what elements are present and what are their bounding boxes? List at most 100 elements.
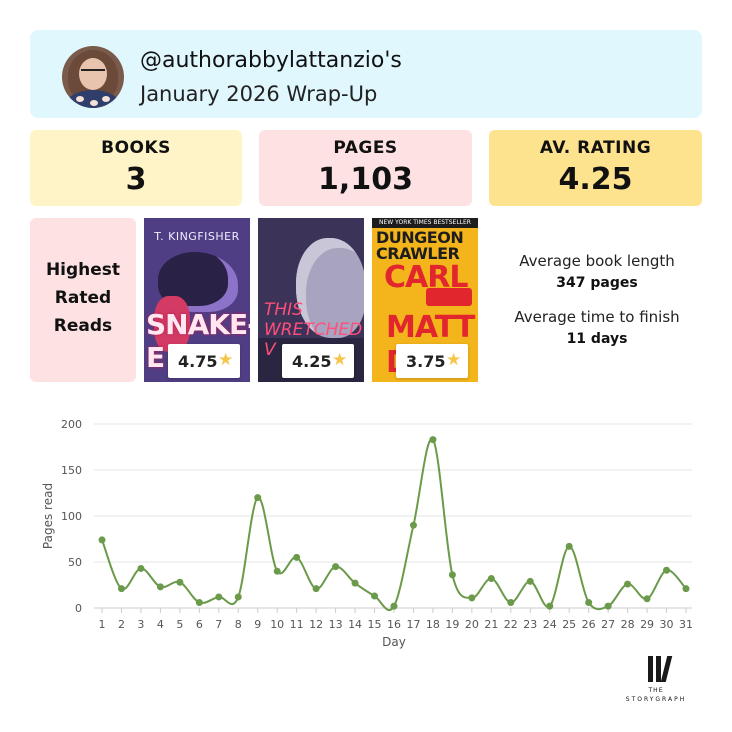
data-point-day-17 (409, 521, 417, 529)
y-tick-label: 0 (75, 602, 82, 615)
book-3-title-top: DUNGEON CRAWLER (376, 228, 464, 263)
data-point-day-15 (371, 592, 379, 600)
data-point-day-13 (332, 563, 340, 571)
x-tick-label: 5 (176, 618, 183, 631)
data-point-day-11 (293, 553, 301, 561)
x-tick-label: 1 (99, 618, 106, 631)
x-tick-label: 30 (660, 618, 674, 631)
brand-line-1: THE (648, 687, 664, 694)
x-tick-label: 8 (235, 618, 242, 631)
rating-stat-value: 4.25 (558, 162, 633, 197)
x-tick-label: 10 (270, 618, 284, 631)
x-tick-label: 4 (157, 618, 164, 631)
data-point-day-24 (546, 602, 554, 610)
highest-rated-line-2: Rated (54, 288, 112, 308)
x-tick-label: 19 (445, 618, 459, 631)
pages-read-line (101, 438, 687, 612)
wrap-up-title: January 2026 Wrap-Up (140, 82, 378, 106)
x-tick-label: 13 (329, 618, 343, 631)
books-stat-card: BOOKS 3 (30, 130, 242, 206)
average-time-block: Average time to finish 11 days (492, 308, 702, 347)
x-tick-label: 28 (621, 618, 635, 631)
x-tick-label: 15 (368, 618, 382, 631)
y-tick-label: 200 (61, 418, 82, 431)
books-stat-label: BOOKS (101, 138, 171, 158)
data-point-day-30 (663, 566, 671, 574)
storygraph-logo[interactable]: THE STORYGRAPH (618, 656, 694, 706)
data-point-day-9 (254, 494, 262, 502)
x-axis-label: Day (382, 635, 406, 649)
x-tick-label: 24 (543, 618, 557, 631)
user-handle[interactable]: @authorabbylattanzio's (140, 48, 402, 73)
star-icon: ★ (218, 350, 234, 370)
x-tick-label: 26 (582, 618, 596, 631)
x-tick-label: 3 (137, 618, 144, 631)
x-tick-label: 31 (679, 618, 693, 631)
average-time-label: Average time to finish (514, 308, 680, 326)
data-point-day-2 (117, 585, 125, 593)
book-cover-1[interactable]: T. KINGFISHER SNAKE-E (144, 218, 250, 382)
book-1-rating-badge: 4.75 ★ (168, 344, 240, 378)
brand-line-2: STORYGRAPH (625, 696, 687, 703)
x-tick-label: 14 (348, 618, 362, 631)
snake-illustration (154, 296, 190, 352)
data-point-day-12 (312, 585, 320, 593)
x-tick-label: 22 (504, 618, 518, 631)
book-3-rating: 3.75 (406, 352, 446, 371)
wrap-up-header: @authorabbylattanzio's January 2026 Wrap… (30, 30, 702, 118)
x-tick-label: 7 (215, 618, 222, 631)
pages-stat-value: 1,103 (318, 162, 413, 197)
x-tick-label: 17 (406, 618, 420, 631)
average-length-label: Average book length (519, 252, 675, 270)
data-point-day-27 (604, 602, 612, 610)
books-stat-value: 3 (125, 162, 147, 197)
book-1-rating: 4.75 (178, 352, 218, 371)
data-point-day-20 (468, 594, 476, 602)
data-point-day-28 (624, 580, 632, 588)
data-point-day-7 (215, 593, 223, 601)
star-icon: ★ (332, 350, 348, 370)
x-tick-label: 27 (601, 618, 615, 631)
data-point-day-18 (429, 436, 437, 444)
book-3-tagline: NEW YORK TIMES BESTSELLER (379, 219, 471, 226)
book-2-title: THIS WRETCHED V (264, 300, 363, 360)
data-point-day-22 (507, 598, 515, 606)
data-point-day-6 (195, 598, 203, 606)
average-length-value: 347 pages (556, 275, 638, 291)
data-point-day-3 (137, 564, 145, 572)
highest-rated-line-3: Reads (53, 316, 113, 336)
x-tick-label: 9 (254, 618, 261, 631)
data-point-day-14 (351, 579, 359, 587)
book-2-rating: 4.25 (292, 352, 332, 371)
book-3-rating-badge: 3.75 ★ (396, 344, 468, 378)
book-1-author: T. KINGFISHER (154, 230, 240, 243)
x-tick-label: 6 (196, 618, 203, 631)
data-point-day-29 (643, 595, 651, 603)
y-axis-label: Pages read (41, 483, 55, 549)
x-tick-label: 25 (562, 618, 576, 631)
highest-rated-line-1: Highest (45, 260, 121, 280)
data-point-day-21 (487, 575, 495, 583)
rating-stat-card: AV. RATING 4.25 (489, 130, 702, 206)
book-1-title: SNAKE-E (146, 308, 250, 374)
data-point-day-8 (234, 593, 242, 601)
avatar[interactable] (62, 46, 124, 108)
data-point-day-1 (98, 536, 106, 544)
teeth-illustration (426, 288, 472, 306)
data-point-day-19 (448, 571, 456, 579)
x-tick-label: 21 (484, 618, 498, 631)
rating-stat-label: AV. RATING (539, 138, 652, 158)
data-point-day-23 (526, 577, 534, 585)
data-point-day-5 (176, 578, 184, 586)
data-point-day-4 (156, 583, 164, 591)
data-point-day-25 (565, 542, 573, 550)
y-tick-label: 50 (68, 556, 82, 569)
x-tick-label: 11 (290, 618, 304, 631)
x-tick-label: 2 (118, 618, 125, 631)
data-point-day-31 (682, 585, 690, 593)
pages-stat-card: PAGES 1,103 (259, 130, 472, 206)
pages-stat-label: PAGES (333, 138, 398, 158)
data-point-day-16 (390, 602, 398, 610)
y-tick-label: 100 (61, 510, 82, 523)
